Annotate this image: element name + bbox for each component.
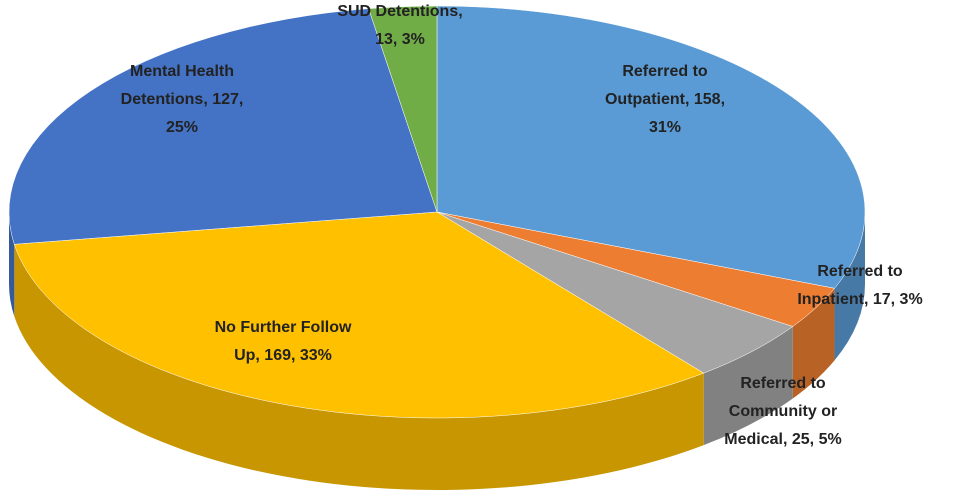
data-label: Referred to Inpatient, 17, 3% <box>797 263 922 308</box>
slice-side <box>834 212 865 361</box>
data-label: Referred to Outpatient, 158, 31% <box>605 63 725 136</box>
slice <box>436 5 866 289</box>
slice-side <box>792 288 835 399</box>
data-label: Mental Health Detentions, 127, 25% <box>121 63 244 136</box>
pie-sides <box>9 212 865 491</box>
slice <box>8 8 438 245</box>
slice <box>13 211 705 419</box>
slice-side <box>703 326 793 446</box>
slice-side <box>9 212 15 317</box>
slice-side <box>14 244 704 491</box>
data-label: Referred to Community or Medical, 25, 5% <box>724 375 841 448</box>
data-label: No Further Follow Up, 169, 33% <box>215 319 352 364</box>
data-label: SUD Detentions, 13, 3% <box>337 3 462 48</box>
data-labels: Referred to Outpatient, 158, 31% Referred t… <box>121 3 923 448</box>
pie-tops <box>8 5 866 419</box>
slice <box>368 5 438 213</box>
